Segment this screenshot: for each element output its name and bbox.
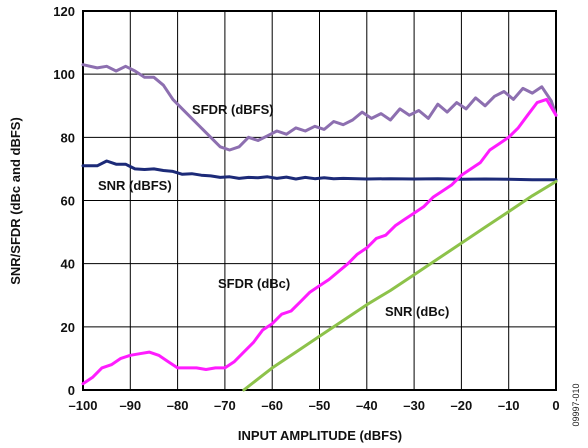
series-label-snr-dbfs: SNR (dBFS) xyxy=(98,178,172,193)
series-label-sfdr-dbc: SFDR (dBc) xyxy=(218,276,290,291)
series-lines xyxy=(81,63,558,392)
y-tick-label: 0 xyxy=(68,383,75,398)
x-tick-label: –60 xyxy=(261,398,283,413)
y-tick-labels: 0 20 40 60 80 100 120 xyxy=(53,4,75,398)
x-tick-label: 0 xyxy=(552,398,559,413)
x-tick-label: –70 xyxy=(214,398,236,413)
x-tick-labels: –100 –90 –80 –70 –60 –50 –40 –30 –20 –10 0 xyxy=(69,398,560,413)
y-tick-label: 20 xyxy=(61,320,75,335)
series-label-sfdr-dbfs: SFDR (dBFS) xyxy=(192,102,274,117)
x-tick-label: –90 xyxy=(119,398,141,413)
x-tick-label: –100 xyxy=(69,398,98,413)
y-axis-title: SNR/SFDR (dBc and dBFS) xyxy=(8,117,23,285)
series-line-snr-dbfs xyxy=(81,159,558,182)
plot-frame xyxy=(82,10,557,391)
x-tick-label: –20 xyxy=(451,398,473,413)
y-tick-label: 80 xyxy=(61,130,75,145)
series-line-sfdr-dbc xyxy=(81,97,558,386)
x-axis-title: INPUT AMPLITUDE (dBFS) xyxy=(238,428,402,443)
y-tick-label: 60 xyxy=(61,194,75,209)
series-label-snr-dbc: SNR (dBc) xyxy=(385,304,449,319)
y-tick-label: 40 xyxy=(61,257,75,272)
x-tick-label: –80 xyxy=(167,398,189,413)
y-tick-label: 100 xyxy=(53,67,75,82)
series-line-snr-dbc xyxy=(242,180,558,392)
x-tick-label: –30 xyxy=(403,398,425,413)
figure-id: 09997-010 xyxy=(571,383,581,426)
x-tick-label: –10 xyxy=(498,398,520,413)
grid xyxy=(82,10,557,391)
series-line-sfdr-dbfs xyxy=(81,63,558,152)
x-tick-label: –40 xyxy=(356,398,378,413)
y-tick-label: 120 xyxy=(53,4,75,19)
x-tick-label: –50 xyxy=(309,398,331,413)
